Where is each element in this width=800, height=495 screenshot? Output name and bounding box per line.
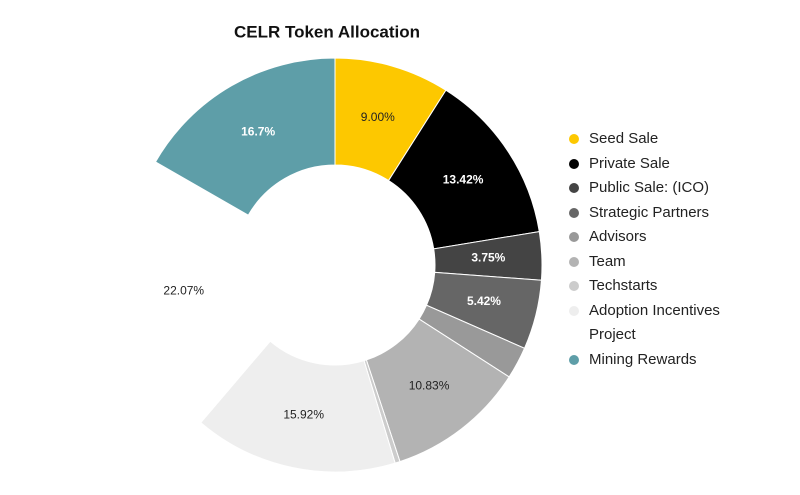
legend-item: Seed Sale [567,127,742,152]
donut-slice [200,340,396,473]
legend-swatch [569,305,579,316]
legend-swatch [569,232,579,242]
donut-slice [127,161,271,424]
legend-item: Advisors [567,225,742,250]
legend-swatch [569,207,579,218]
legend: Seed Sale Private Sale Public Sale: (ICO) S… [567,127,742,372]
value-label: 22.07% [163,283,204,297]
legend-item: Adoption Incentives Project [567,299,742,348]
legend-item: Strategic Partners [567,201,742,226]
legend-label: Seed Sale [589,130,659,147]
donut-slice [154,57,336,216]
legend-item: Mining Rewards [567,348,742,373]
legend-item: Private Sale [567,152,742,177]
legend-label: Public Sale: (ICO) [589,179,710,196]
chart-title: CELR Token Allocation [234,22,420,41]
legend-label: Techstarts [589,277,658,294]
legend-swatch [569,281,579,291]
value-label: 3.75% [471,250,505,264]
value-label: 9.00% [361,110,395,124]
legend-swatch [569,158,579,169]
legend-swatch [569,354,579,365]
legend-label: Advisors [589,228,647,245]
legend-label: Strategic Partners [589,203,710,221]
legend-label: Mining Rewards [589,350,697,368]
legend-label: Team [589,252,626,270]
legend-label: Private Sale [589,154,670,172]
value-label: 5.42% [467,294,501,308]
legend-swatch [569,183,579,193]
legend-swatch [569,134,579,144]
value-label: 13.42% [443,173,484,187]
value-label: 15.92% [283,407,324,421]
legend-label: Adoption Incentives Project [589,301,720,344]
legend-item: Public Sale: (ICO) [567,176,742,201]
legend-item: Team [567,250,742,275]
legend-swatch [569,256,579,267]
value-label: 16.7% [241,124,275,138]
value-label: 10.83% [409,378,450,392]
legend-item: Techstarts [567,274,742,299]
